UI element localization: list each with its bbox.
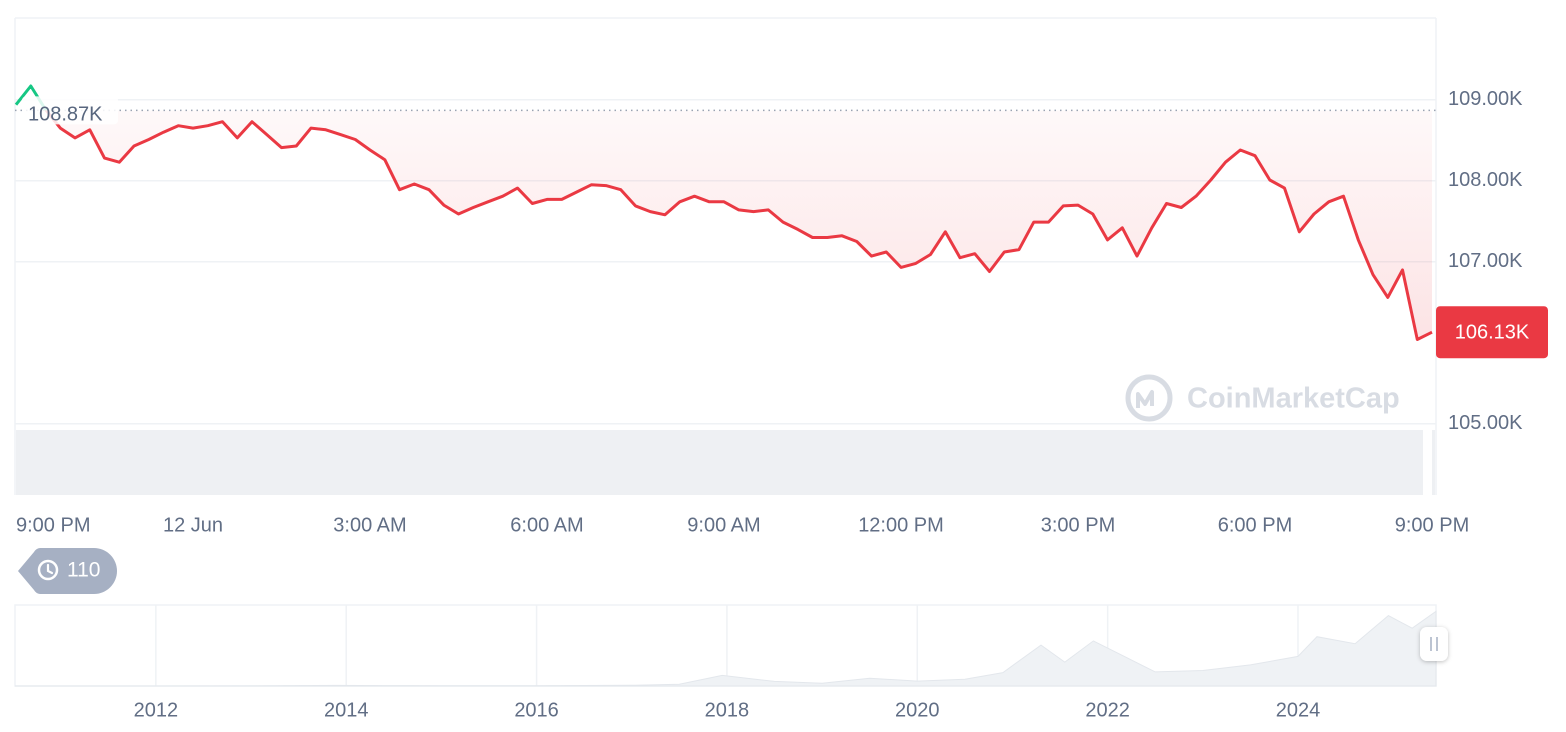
y-tick-label: 107.00K	[1448, 250, 1523, 272]
navigator: 2012 2014 2016 2018 2020 2022 2024	[15, 605, 1437, 721]
navigator-handle[interactable]	[1420, 627, 1448, 661]
history-icon	[37, 559, 59, 581]
navigator-area	[15, 610, 1437, 687]
watermark-logo	[1125, 374, 1173, 422]
navigator-tick-label: 2018	[705, 699, 750, 721]
watermark-text: CoinMarketCap	[1187, 383, 1400, 415]
x-tick-label: 6:00 PM	[1218, 514, 1292, 536]
plot	[14, 84, 1436, 341]
history-badge-bg[interactable]	[18, 548, 117, 594]
reference-badge	[22, 96, 118, 125]
current-price-badge	[1436, 306, 1548, 359]
watermark: CoinMarketCap	[1125, 374, 1400, 422]
x-tick-label: 3:00 PM	[1041, 514, 1115, 536]
navigator-tick-label: 2014	[324, 699, 369, 721]
watermark-logo-m	[1136, 390, 1154, 408]
overlay: 105.00K 107.00K 108.00K 109.00K 9:00 PM 12 Ju…	[16, 88, 1548, 536]
navigator-tick-label: 2016	[514, 699, 559, 721]
price-line	[44, 110, 1433, 341]
x-tick-label: 3:00 AM	[333, 514, 406, 536]
current-price-label: 106.13K	[1455, 322, 1530, 344]
x-tick-label: 12:00 PM	[858, 514, 944, 536]
history-icon-hand	[46, 563, 54, 575]
y-tick-label: 109.00K	[1448, 88, 1523, 110]
y-tick-label: 105.00K	[1448, 412, 1523, 434]
x-tick-label: 12 Jun	[163, 514, 223, 536]
volume-strip-last	[1432, 430, 1435, 495]
navigator-tick-label: 2012	[134, 699, 179, 721]
reference-label: 108.87K	[28, 104, 103, 126]
area-fill	[16, 110, 1432, 340]
x-tick-label: 9:00 PM	[16, 514, 90, 536]
x-tick-label: 6:00 AM	[510, 514, 583, 536]
x-tick-label: 9:00 PM	[1395, 514, 1469, 536]
history-badge[interactable]: 110	[18, 548, 117, 594]
volume-strip	[16, 430, 1423, 495]
y-tick-label: 108.00K	[1448, 169, 1523, 191]
history-count: 110	[67, 559, 100, 582]
handle-bg[interactable]	[1420, 627, 1448, 661]
x-tick-label: 9:00 AM	[687, 514, 760, 536]
navigator-tick-label: 2022	[1085, 699, 1130, 721]
navigator-tick-label: 2024	[1276, 699, 1321, 721]
navigator-tick-label: 2020	[895, 699, 940, 721]
